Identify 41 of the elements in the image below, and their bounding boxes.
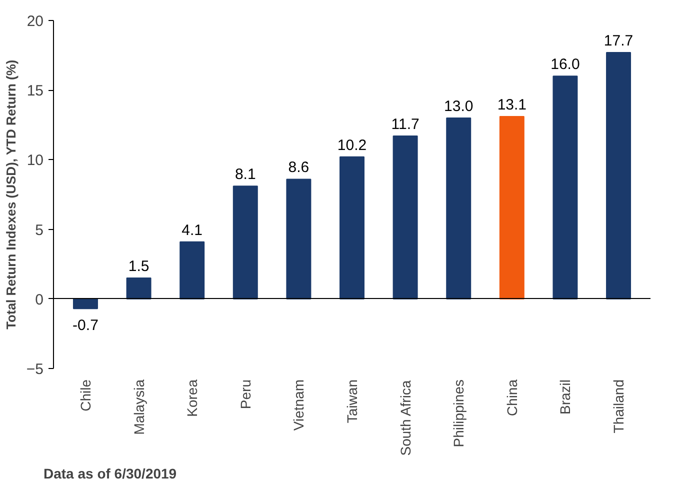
data-label: 8.1 (234, 166, 256, 184)
data-label: 13.0 (444, 98, 474, 115)
data-label: 13.1 (497, 96, 527, 114)
x-tick-label: Peru (237, 379, 254, 410)
data-label: 16.0 (550, 56, 580, 74)
bar (126, 278, 152, 300)
bar (552, 76, 578, 300)
x-tick-label: Thailand (610, 380, 627, 434)
x-tick-label: Korea (184, 379, 200, 417)
bar (499, 116, 524, 300)
data-label: 11.7 (391, 116, 420, 134)
data-label: 8.6 (288, 159, 310, 176)
bar (232, 186, 258, 300)
y-tick-label: −5 (26, 361, 44, 378)
y-tick-label: 20 (26, 13, 44, 30)
bar (72, 298, 98, 310)
data-label: 10.2 (337, 136, 367, 154)
bar (180, 241, 205, 300)
data-label: 17.7 (604, 32, 634, 50)
text: Data as of 6/30/2019 (44, 466, 177, 482)
bar (340, 156, 364, 300)
bar (606, 52, 632, 300)
x-tick-label: China (504, 379, 520, 416)
y-tick-label: 10 (26, 152, 44, 170)
data-label: 4.1 (182, 222, 203, 239)
x-tick-label: Brazil (557, 379, 574, 415)
x-tick-label: Taiwan (344, 379, 360, 424)
y-tick-label: 0 (35, 291, 44, 308)
bar (286, 178, 312, 300)
x-tick-label: Vietnam (290, 379, 307, 431)
bar (446, 117, 472, 300)
y-tick-label: 15 (26, 82, 44, 100)
x-tick-label: Chile (77, 379, 94, 412)
y-tick-label: 5 (35, 222, 44, 239)
y-axis-title: Total Return Indexes (USD), YTD Return (%) (3, 60, 18, 330)
data-label: 1.5 (128, 258, 150, 276)
data-label: -0.7 (72, 317, 98, 334)
bar (392, 136, 418, 300)
x-tick-label: South Africa (397, 380, 414, 456)
x-tick-label: Philippines (450, 379, 467, 448)
x-tick-label: Malaysia (130, 379, 147, 435)
